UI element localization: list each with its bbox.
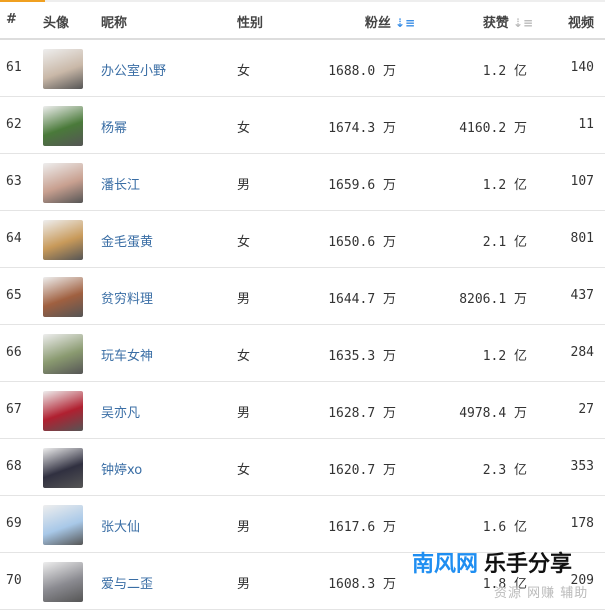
gender: 男 [237, 406, 251, 421]
video-count: 801 [570, 231, 594, 246]
video-count: 140 [570, 60, 594, 75]
user-name-link[interactable]: 钟婷xo [101, 463, 143, 478]
fans-count: 1644.7 万 [328, 292, 396, 307]
col-videos: 视频 [567, 16, 594, 31]
avatar[interactable] [43, 220, 83, 260]
table-row: 66 玩车女神 女 1635.3 万 1.2 亿 284 [0, 325, 605, 382]
rank: 61 [6, 60, 22, 75]
user-name-link[interactable]: 金毛蛋黄 [101, 235, 154, 250]
fans-count: 1608.3 万 [328, 577, 396, 592]
rank: 62 [6, 117, 22, 132]
user-name-link[interactable]: 办公室小野 [101, 64, 167, 79]
likes-count: 1.2 亿 [482, 349, 527, 364]
video-count: 437 [570, 288, 594, 303]
likes-count: 1.6 亿 [482, 520, 527, 535]
col-name: 昵称 [101, 16, 128, 31]
active-tab-indicator [0, 0, 45, 2]
gender: 男 [237, 292, 251, 307]
rank: 63 [6, 174, 22, 189]
table-row: 67 吴亦凡 男 1628.7 万 4978.4 万 27 [0, 382, 605, 439]
rank: 65 [6, 288, 22, 303]
video-count: 353 [570, 459, 594, 474]
likes-count: 8206.1 万 [459, 292, 527, 307]
likes-count: 2.3 亿 [482, 463, 527, 478]
fans-count: 1659.6 万 [328, 178, 396, 193]
video-count: 107 [570, 174, 594, 189]
gender: 女 [237, 235, 251, 250]
col-gender: 性别 [237, 16, 264, 31]
likes-count: 4160.2 万 [459, 121, 527, 136]
rank: 70 [6, 573, 22, 588]
rank: 69 [6, 516, 22, 531]
fans-count: 1688.0 万 [328, 64, 396, 79]
table-row: 69 张大仙 男 1617.6 万 1.6 亿 178 [0, 496, 605, 553]
col-likes-label: 获赞 [482, 16, 509, 31]
video-count: 284 [570, 345, 594, 360]
rank: 66 [6, 345, 22, 360]
likes-count: 1.2 亿 [482, 178, 527, 193]
avatar[interactable] [43, 334, 83, 374]
table-row: 65 贫穷料理 男 1644.7 万 8206.1 万 437 [0, 268, 605, 325]
sort-icon[interactable]: ⇣≡ [512, 16, 533, 30]
avatar[interactable] [43, 49, 83, 89]
table-header: # 头像 昵称 性别 粉丝 ⇣≡ 获赞 ⇣≡ 视频 [0, 2, 605, 40]
fans-count: 1617.6 万 [328, 520, 396, 535]
watermark-logo: 南风网 乐手分享 [412, 546, 572, 578]
avatar[interactable] [43, 391, 83, 431]
rank: 68 [6, 459, 22, 474]
user-name-link[interactable]: 吴亦凡 [101, 406, 141, 421]
fans-count: 1620.7 万 [328, 463, 396, 478]
col-fans-label: 粉丝 [364, 16, 391, 31]
rank: 64 [6, 231, 22, 246]
gender: 女 [237, 121, 251, 136]
col-rank: # [6, 12, 17, 27]
gender: 男 [237, 178, 251, 193]
gender: 男 [237, 577, 251, 592]
user-name-link[interactable]: 潘长江 [101, 178, 141, 193]
user-name-link[interactable]: 贫穷料理 [101, 292, 154, 307]
watermark-sub: 资源 网赚 辅助 [494, 586, 589, 601]
likes-count: 2.1 亿 [482, 235, 527, 250]
sort-desc-icon[interactable]: ⇣≡ [394, 16, 415, 30]
video-count: 209 [570, 573, 594, 588]
likes-count: 1.2 亿 [482, 64, 527, 79]
rank: 67 [6, 402, 22, 417]
video-count: 27 [578, 402, 594, 417]
table-row: 63 潘长江 男 1659.6 万 1.2 亿 107 [0, 154, 605, 211]
col-likes[interactable]: 获赞 ⇣≡ [483, 12, 533, 31]
avatar[interactable] [43, 277, 83, 317]
col-avatar: 头像 [43, 16, 70, 31]
top-bar [0, 0, 605, 2]
table-row: 64 金毛蛋黄 女 1650.6 万 2.1 亿 801 [0, 211, 605, 268]
table-row: 68 钟婷xo 女 1620.7 万 2.3 亿 353 [0, 439, 605, 496]
gender: 女 [237, 463, 251, 478]
likes-count: 1.8 亿 [482, 577, 527, 592]
user-name-link[interactable]: 杨幂 [101, 121, 128, 136]
table-row: 62 杨幂 女 1674.3 万 4160.2 万 11 [0, 97, 605, 154]
gender: 女 [237, 349, 251, 364]
table-row: 61 办公室小野 女 1688.0 万 1.2 亿 140 [0, 40, 605, 97]
col-fans[interactable]: 粉丝 ⇣≡ [365, 12, 415, 31]
fans-count: 1674.3 万 [328, 121, 396, 136]
avatar[interactable] [43, 106, 83, 146]
watermark-tag: 乐手分享 [484, 552, 573, 577]
likes-count: 4978.4 万 [459, 406, 527, 421]
fans-count: 1650.6 万 [328, 235, 396, 250]
video-count: 11 [578, 117, 594, 132]
gender: 男 [237, 520, 251, 535]
user-name-link[interactable]: 张大仙 [101, 520, 141, 535]
watermark-brand: 南风网 [412, 552, 479, 577]
video-count: 178 [570, 516, 594, 531]
avatar[interactable] [43, 505, 83, 545]
user-name-link[interactable]: 玩车女神 [101, 349, 154, 364]
fans-count: 1635.3 万 [328, 349, 396, 364]
user-name-link[interactable]: 爱与二歪 [101, 577, 154, 592]
table-row: 70 爱与二歪 男 1608.3 万 1.8 亿 209 [0, 553, 605, 610]
gender: 女 [237, 64, 251, 79]
avatar[interactable] [43, 163, 83, 203]
avatar[interactable] [43, 562, 83, 602]
avatar[interactable] [43, 448, 83, 488]
fans-count: 1628.7 万 [328, 406, 396, 421]
